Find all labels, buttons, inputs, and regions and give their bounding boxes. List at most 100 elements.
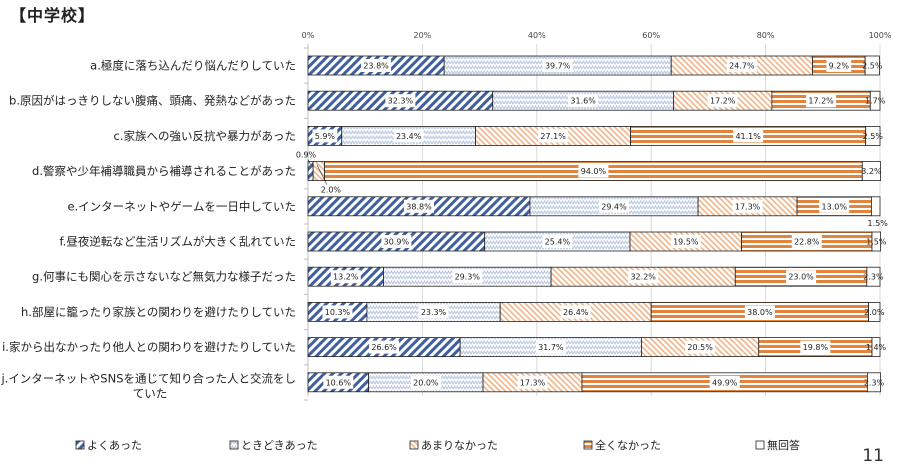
data-label: 29.3%: [455, 273, 481, 282]
category-label: i.家から出なかったり他人との関わりを避けたりしていた: [2, 340, 296, 354]
data-label: 94.0%: [581, 167, 607, 176]
data-label-bg: [452, 270, 483, 284]
data-label: 39.7%: [545, 62, 571, 71]
data-label: 19.5%: [673, 238, 699, 247]
data-label-bg: [819, 199, 850, 213]
data-label-bg: [312, 129, 338, 143]
data-label: 32.2%: [630, 273, 656, 282]
data-label-bg: [732, 199, 763, 213]
data-label: 19.8%: [803, 343, 829, 352]
data-label: 38.0%: [747, 308, 773, 317]
page-number: 11: [862, 446, 884, 466]
legend: よくあった ときどきあった あまりなかった 全くなかった 無回答: [75, 438, 800, 452]
segment-muto: [869, 90, 881, 111]
category-label: b.原因がはっきりしない腹痛、頭痛、発熱などがあった: [9, 94, 296, 108]
x-tick-label: 40%: [528, 31, 546, 40]
data-label: 26.4%: [563, 308, 589, 317]
data-label-bg: [369, 340, 400, 354]
data-label-bg: [410, 375, 441, 389]
data-label-bg: [330, 270, 361, 284]
legend-yoku-swatch: [75, 440, 85, 450]
data-label: 29.4%: [601, 202, 627, 211]
segment-muto: [865, 126, 881, 146]
data-label: 2.3%: [863, 273, 884, 282]
data-label: 23.8%: [363, 62, 389, 71]
data-label: 20.5%: [687, 343, 713, 352]
data-label-bg: [628, 270, 659, 284]
data-label-bg: [733, 129, 764, 143]
legend-muto-label: 無回答: [767, 438, 800, 452]
data-label: 13.0%: [822, 202, 848, 211]
data-label: 32.3%: [388, 97, 414, 106]
data-label-bg: [535, 340, 566, 354]
data-label-bg: [744, 305, 775, 319]
data-label: 2.5%: [862, 62, 883, 71]
data-label: 38.8%: [406, 202, 432, 211]
data-label: 17.3%: [735, 202, 761, 211]
data-label: 41.1%: [735, 132, 761, 141]
data-label-bg: [726, 59, 757, 72]
data-label-bg: [538, 129, 569, 143]
data-label-bg: [707, 94, 738, 108]
category-label: e.インターネットやゲームを一日中していた: [67, 199, 296, 213]
data-label: 13.2%: [333, 273, 359, 282]
data-label: 1.4%: [866, 343, 887, 352]
data-label: 23.0%: [788, 273, 814, 282]
segment-muto: [864, 55, 880, 76]
category-label: d.警察や少年補導職員から補導されることがあった: [32, 164, 296, 178]
segment-muto: [868, 301, 881, 322]
x-tick-label: 0%: [302, 31, 315, 40]
x-tick-label: 60%: [642, 31, 660, 40]
data-label-bg: [791, 235, 822, 248]
category-labels: a.極度に落ち込んだり悩んだりしていた b.原因がはっきりしない腹痛、頭痛、発熱な…: [0, 59, 296, 401]
data-label-bg: [709, 375, 740, 389]
data-label-bg: [517, 375, 548, 389]
data-label: 1.5%: [866, 238, 887, 247]
data-label-bg: [385, 94, 416, 108]
slide-title: 【中学校】: [10, 6, 96, 25]
data-labels-layer: 23.8% 39.7% 24.7% 9.2% 2.5% 32.3% 31.6% 17.2% 17…: [296, 59, 888, 389]
category-label: j.インターネットやSNSを通じて知り合った人と交流をし: [0, 371, 296, 385]
x-axis-ticks: 0% 20% 40% 60% 80% 100%: [302, 31, 892, 40]
category-label: g.何事にも関心を示さないなど無気力な様子だった: [32, 270, 296, 284]
data-label-bg: [826, 59, 852, 72]
x-tick-label: 100%: [869, 31, 892, 40]
leader-line: [307, 159, 311, 165]
data-label-bg: [560, 305, 591, 319]
data-label-bg: [806, 94, 837, 108]
category-label: h.部屋に籠ったり家族との関わりを避けたりしていた: [21, 305, 296, 319]
data-label-bg: [800, 340, 831, 354]
legend-tokidoki-swatch: [229, 440, 239, 450]
data-label-bg: [381, 235, 412, 248]
data-label-bg: [361, 59, 392, 72]
data-label-bg: [393, 129, 424, 143]
x-tick-label: 80%: [757, 31, 775, 40]
data-label: 17.3%: [520, 378, 546, 387]
data-label: 3.2%: [861, 167, 882, 176]
segment-muto: [866, 266, 881, 287]
data-label: 49.9%: [712, 378, 738, 387]
leader-line: [316, 164, 328, 185]
category-label: c.家族への強い反抗や暴力があった: [114, 129, 296, 143]
legend-tokidoki-label: ときどきあった: [241, 439, 318, 452]
data-label-bg: [568, 94, 599, 108]
data-label: 30.9%: [384, 238, 410, 247]
data-label: 2.0%: [864, 308, 885, 317]
legend-mattaku-label: 全くなかった: [595, 438, 661, 452]
legend-amari-label: あまりなかった: [421, 439, 498, 452]
data-label: 5.9%: [315, 132, 336, 141]
data-label-bg: [786, 270, 817, 284]
data-label: 2.5%: [863, 132, 884, 141]
data-label: 2.3%: [864, 378, 885, 387]
x-tick-label: 20%: [414, 31, 432, 40]
data-label: 26.6%: [371, 343, 397, 352]
data-label-bg: [542, 59, 573, 72]
data-label: 23.3%: [421, 308, 447, 317]
data-label: 31.6%: [570, 97, 596, 106]
data-label: 25.4%: [545, 238, 571, 247]
data-label: 10.3%: [325, 308, 351, 317]
legend-muto-swatch: [755, 440, 765, 450]
legend-mattaku-swatch: [583, 440, 593, 450]
segment-muto: [871, 196, 881, 217]
segment-muto: [871, 231, 881, 252]
